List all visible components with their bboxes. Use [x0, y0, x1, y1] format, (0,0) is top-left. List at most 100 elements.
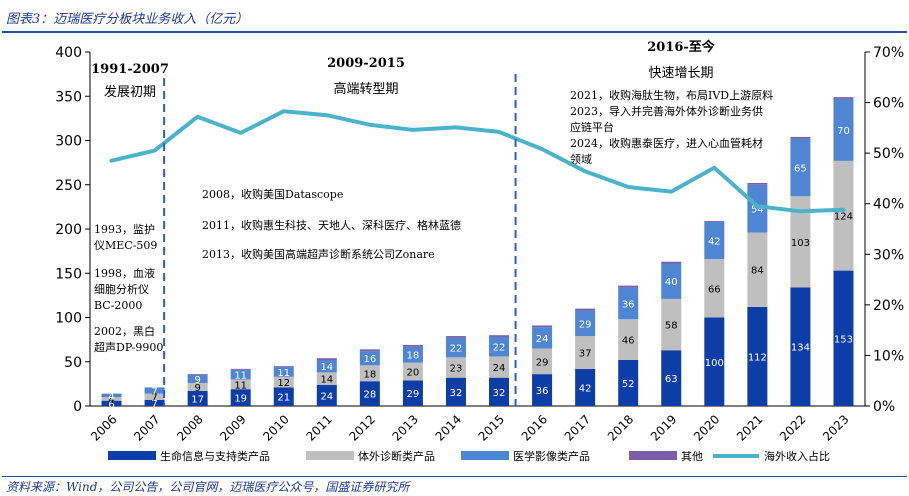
ivd-bar — [445, 357, 466, 378]
overseas-share-point — [798, 209, 802, 213]
bar-data-label: 42 — [579, 383, 592, 394]
late-milestone-text: 应链平台 — [570, 120, 614, 134]
imaging-bar — [273, 367, 294, 377]
overseas-share-point — [153, 149, 157, 153]
legend-other-swatch — [629, 451, 677, 460]
imaging-bar — [618, 287, 639, 320]
bottom-rule — [2, 476, 907, 477]
overseas-share-point — [239, 131, 243, 135]
mid-milestone-text: 2008，收购美国Datascope — [202, 187, 343, 201]
bar-data-label: 29 — [407, 389, 420, 400]
mid-milestone-text: 2013，收购美国高端超声诊断系统公司Zonare — [202, 247, 435, 261]
imaging-bar — [144, 387, 165, 394]
left-axis-tick-label: 250 — [55, 178, 82, 194]
life-info-bar — [273, 387, 294, 406]
title-rule — [2, 31, 907, 33]
overseas-share-point — [626, 185, 630, 189]
left-axis-tick-label: 350 — [55, 89, 82, 105]
right-axis-tick-label: 60% — [873, 96, 904, 112]
left-axis-tick-label: 400 — [55, 45, 82, 61]
bar-data-label: 19 — [234, 394, 247, 405]
bar-data-label: 100 — [705, 358, 724, 369]
legend-imaging-swatch — [461, 451, 509, 460]
overseas-share-point — [196, 115, 200, 119]
ivd-bar — [575, 336, 596, 369]
early-milestone-text: 1998，血液 — [94, 266, 155, 280]
early-milestone-text: 1993，监护 — [94, 222, 155, 236]
bar-data-label: 11 — [234, 380, 247, 391]
life-info-bar — [575, 368, 596, 406]
other-bar — [273, 366, 294, 368]
imaging-bar — [316, 359, 337, 373]
x-axis-tick-label: 2016 — [519, 412, 550, 443]
bar-data-label: 24 — [320, 391, 333, 402]
right-axis-tick-label: 10% — [873, 348, 904, 364]
bar-data-label: 58 — [665, 321, 678, 332]
ivd-bar — [532, 348, 553, 375]
overseas-share-point — [583, 169, 587, 173]
overseas-share-point — [841, 208, 845, 212]
bar-data-label: 103 — [791, 238, 810, 249]
other-bar — [833, 97, 854, 99]
period-label: 2009-2015 — [327, 56, 405, 71]
late-milestone-text: 2023，导入并完善海外体外诊断业务供 — [570, 104, 763, 118]
bar-data-label: 23 — [450, 364, 463, 375]
x-axis-tick-label: 2006 — [88, 412, 119, 443]
other-bar — [445, 336, 466, 338]
bar-data-label: 16 — [363, 354, 376, 365]
x-axis-tick-label: 2012 — [346, 412, 377, 443]
bar-data-label: 21 — [277, 393, 290, 404]
period-subtitle: 快速增长期 — [648, 66, 713, 81]
imaging-bar — [532, 327, 553, 349]
bar-data-label: 42 — [708, 237, 721, 248]
imaging-bar — [402, 346, 423, 363]
bar-data-label: 18 — [363, 369, 376, 380]
right-axis-tick-label: 30% — [873, 247, 904, 263]
overseas-share-point — [454, 125, 458, 129]
x-axis-tick-label: 2014 — [433, 412, 464, 443]
early-milestone-text: 细胞分析仪 — [94, 282, 149, 296]
bar-data-label: 153 — [834, 334, 853, 345]
bar-data-label: 11 — [234, 371, 247, 382]
x-axis-tick-label: 2018 — [605, 412, 636, 443]
bar-data-label: 46 — [622, 336, 635, 347]
other-bar — [532, 325, 553, 328]
bar-data-label: 112 — [748, 352, 767, 363]
life-info-bar — [618, 359, 639, 406]
period-subtitle: 高端转型期 — [333, 81, 398, 97]
period-subtitle: 发展初期 — [104, 84, 156, 100]
late-milestone-text: 2024，收购惠泰医疗，进入心血管耗材 — [570, 136, 763, 150]
right-axis-tick-label: 0% — [873, 399, 895, 415]
bar-data-label: 14 — [320, 375, 333, 386]
bar-data-label: 124 — [834, 212, 853, 223]
x-axis-tick-label: 2008 — [174, 412, 205, 443]
imaging-bar — [661, 263, 682, 299]
bar-data-label: 4 — [108, 395, 114, 406]
left-axis-tick-label: 300 — [55, 134, 82, 150]
overseas-share-point — [282, 109, 286, 113]
ivd-bar — [747, 232, 768, 307]
right-axis-tick-label: 40% — [873, 197, 904, 213]
bar-data-label: 17 — [191, 394, 204, 405]
x-axis-tick-label: 2011 — [303, 412, 334, 443]
life-info-bar — [489, 377, 510, 406]
bar-data-label: 134 — [791, 343, 810, 354]
period-label: 1991-2007 — [91, 62, 169, 77]
bar-data-label: 84 — [751, 266, 764, 277]
left-axis-tick-label: 150 — [55, 266, 82, 282]
imaging-bar — [230, 369, 251, 380]
early-milestone-text: BC-2000 — [94, 299, 142, 312]
other-bar — [402, 344, 423, 347]
ivd-bar — [661, 298, 682, 351]
ivd-bar — [187, 382, 208, 391]
bar-data-label: 6 — [108, 399, 114, 410]
left-axis-tick-label: 0 — [73, 399, 82, 415]
overseas-share-point — [669, 190, 673, 194]
imaging-bar — [790, 138, 811, 197]
bar-data-label: 9 — [194, 383, 200, 394]
ivd-bar — [144, 393, 165, 400]
ivd-bar — [704, 259, 725, 318]
bar-data-label: 36 — [622, 299, 635, 310]
bar-data-label: 7 — [151, 393, 157, 404]
bar-data-label: 7 — [151, 399, 157, 410]
